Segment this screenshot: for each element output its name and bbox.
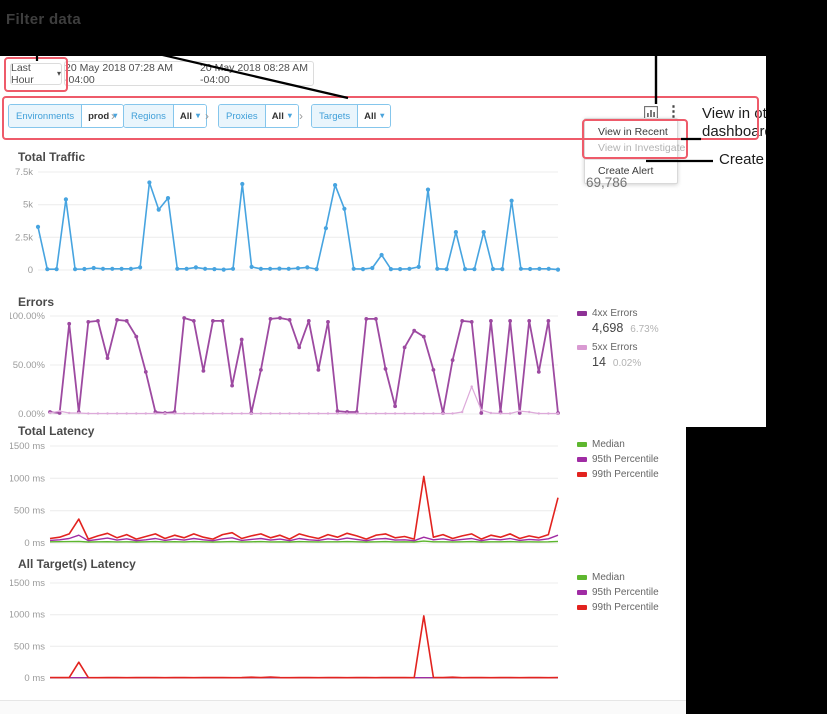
svg-text:100.00%: 100.00% [10, 311, 46, 322]
filter-environments-label: Environments [9, 105, 82, 127]
chart-title-total-traffic: Total Traffic [18, 150, 86, 164]
chevron-down-icon: ▾ [380, 111, 385, 120]
menu-item-create-alert[interactable]: Create Alert [598, 165, 654, 177]
footer-strip [0, 700, 766, 714]
context-menu: View in Recent View in Investigate Creat… [584, 118, 686, 184]
traffic-total-value: 69,786 [586, 175, 628, 190]
svg-text:0 ms: 0 ms [24, 538, 45, 548]
start-date: 20 May 2018 07:28 AM -04:00 [65, 61, 173, 86]
end-date: 20 May 2018 08:28 AM -04:00 [200, 61, 308, 86]
svg-text:1000 ms: 1000 ms [10, 473, 45, 484]
svg-text:500 ms: 500 ms [14, 641, 45, 652]
filter-regions-value: All [179, 110, 192, 122]
annotation-right-column [766, 0, 827, 427]
legend-swatch-95th [577, 590, 587, 595]
kebab-menu-icon[interactable]: ⋮ [666, 103, 681, 120]
filter-separator-icon: › [111, 109, 115, 123]
chevron-down-icon: ▾ [287, 111, 292, 120]
errors-legend: 4xx Errors 4,698 6.73% 5xx Errors 14 0.02% [577, 306, 659, 371]
legend-label-95th: 95th Percentile [592, 454, 659, 465]
svg-text:1500 ms: 1500 ms [10, 578, 45, 589]
total-latency-chart: 1500 ms 1000 ms 500 ms 0 ms [10, 441, 559, 548]
total-traffic-chart: 7.5k 5k 2.5k 0 [15, 167, 561, 276]
filter-proxies[interactable]: Proxies All ▾ [218, 104, 299, 128]
chart-title-target-latency: All Target(s) Latency [18, 557, 136, 571]
time-range-button[interactable]: Last Hour ▾ [10, 62, 62, 86]
chart-title-errors: Errors [18, 295, 55, 309]
legend-value-4xx: 4,698 [592, 321, 624, 335]
callout-create-alert: Create a [719, 151, 777, 168]
filter-proxies-value: All [271, 110, 284, 122]
legend-swatch-95th [577, 457, 587, 462]
menu-divider [585, 159, 677, 160]
legend-swatch-4xx [577, 311, 587, 316]
legend-pct-5xx: 0.02% [612, 358, 642, 369]
filter-regions-label: Regions [124, 105, 173, 127]
time-range-label: Last Hour [11, 62, 34, 86]
filter-regions[interactable]: Regions All ▾ [123, 104, 208, 128]
svg-text:500 ms: 500 ms [14, 506, 45, 517]
callout-view-dashboards-line1: View in oth [702, 105, 776, 122]
legend-label-median: Median [592, 439, 625, 450]
filter-targets[interactable]: Targets All ▾ [311, 104, 392, 128]
legend-label-95th: 95th Percentile [592, 587, 659, 598]
svg-text:1500 ms: 1500 ms [10, 441, 45, 452]
annotation-top-band [0, 0, 827, 56]
legend-value-5xx: 14 [592, 355, 606, 369]
legend-swatch-median [577, 442, 587, 447]
svg-text:0 ms: 0 ms [24, 673, 45, 683]
filter-environments-value: prod [88, 110, 110, 122]
errors-chart: 100.00% 50.00% 0.00% [10, 311, 560, 420]
chart-title-total-latency: Total Latency [18, 424, 95, 438]
callout-view-dashboards-line2: dashboard [702, 123, 773, 140]
date-range-box[interactable]: 20 May 2018 07:28 AM -04:00 20 May 2018 … [64, 61, 314, 86]
legend-label-4xx: 4xx Errors [592, 308, 638, 319]
svg-text:0: 0 [28, 265, 33, 276]
annotation-bottom-right-block [686, 427, 827, 714]
legend-label-99th: 99th Percentile [592, 602, 659, 613]
legend-label-5xx: 5xx Errors [592, 342, 638, 353]
target-latency-legend: Median 95th Percentile 99th Percentile [577, 570, 659, 615]
filter-proxies-label: Proxies [219, 105, 265, 127]
chevron-down-icon: ▾ [196, 111, 201, 120]
legend-pct-4xx: 6.73% [630, 324, 659, 335]
svg-text:0.00%: 0.00% [18, 409, 45, 420]
annotation-filter-data-label: Filter data [6, 11, 81, 28]
svg-text:5k: 5k [23, 200, 33, 211]
legend-swatch-median [577, 575, 587, 580]
legend-label-99th: 99th Percentile [592, 469, 659, 480]
filter-targets-label: Targets [312, 105, 358, 127]
total-latency-legend: Median 95th Percentile 99th Percentile [577, 437, 659, 482]
filter-separator-icon: › [205, 109, 209, 123]
legend-swatch-99th [577, 472, 587, 477]
svg-text:1000 ms: 1000 ms [10, 610, 45, 621]
legend-label-median: Median [592, 572, 625, 583]
chevron-down-icon: ▾ [56, 69, 61, 78]
legend-swatch-99th [577, 605, 587, 610]
filter-environments[interactable]: Environments prod ▾ [8, 104, 125, 128]
svg-text:7.5k: 7.5k [15, 167, 33, 178]
target-latency-chart: 1500 ms 1000 ms 500 ms 0 ms [10, 578, 559, 683]
menu-item-view-in-investigate[interactable]: View in Investigate [598, 142, 686, 154]
legend-swatch-5xx [577, 345, 587, 350]
svg-text:50.00%: 50.00% [13, 360, 46, 371]
filter-separator-icon: › [299, 109, 303, 123]
menu-item-view-in-recent[interactable]: View in Recent [598, 126, 668, 138]
svg-text:2.5k: 2.5k [15, 232, 33, 243]
chevron-down-icon: ▾ [113, 111, 118, 120]
filter-targets-value: All [364, 110, 377, 122]
